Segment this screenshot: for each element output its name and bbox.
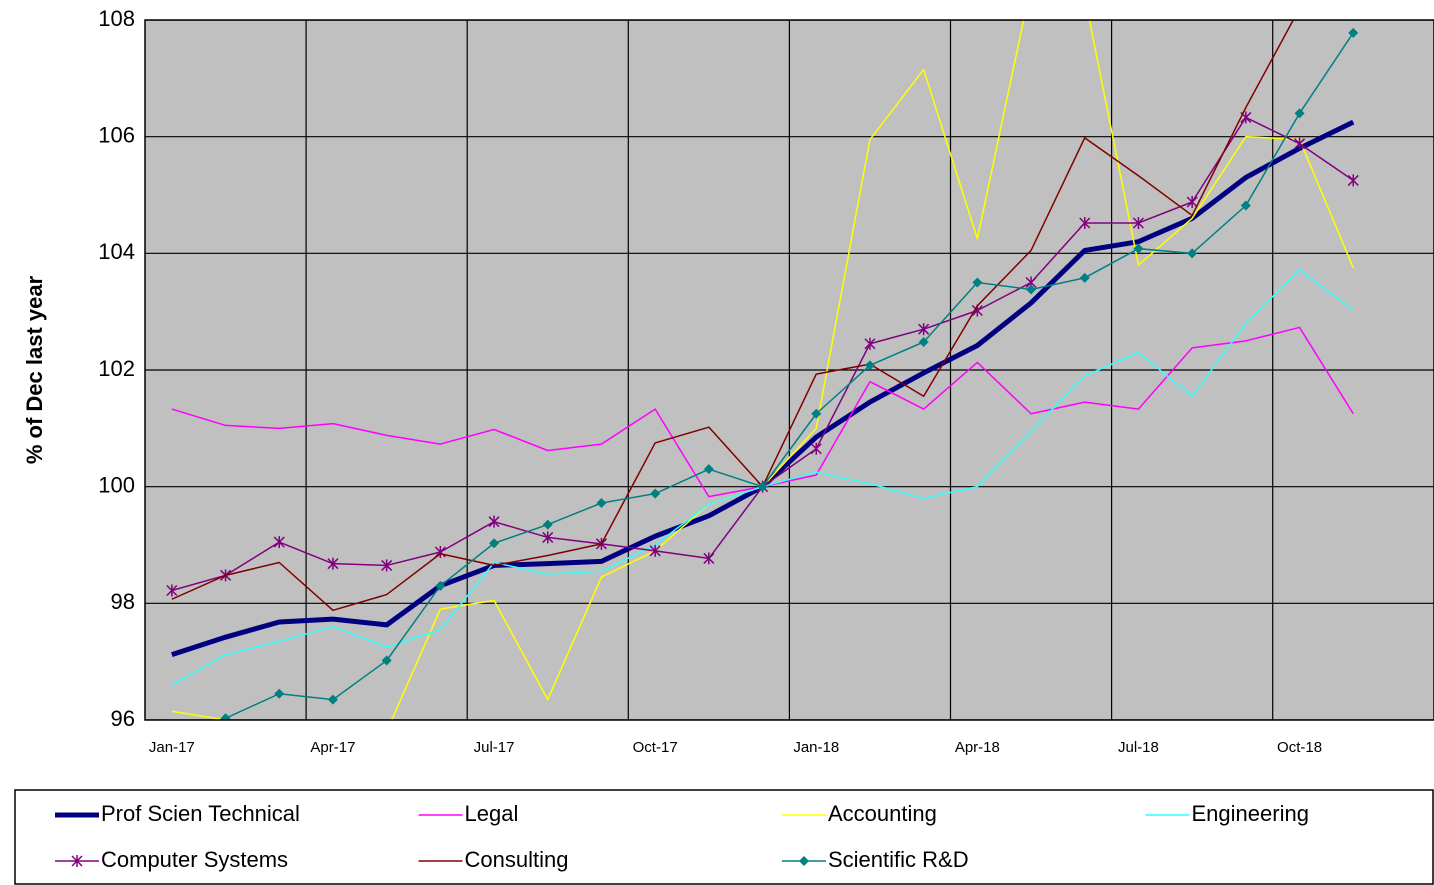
marker [918,337,929,347]
marker [1079,217,1091,229]
marker [274,688,285,699]
x-tick-label: Oct-18 [1277,739,1322,756]
legend-label: Legal [465,801,519,826]
marker [1240,200,1251,211]
marker [703,552,715,565]
marker [489,538,500,549]
marker [273,536,285,549]
marker [810,442,822,455]
x-tick-label: Jan-17 [149,739,195,756]
legend-label: Computer Systems [101,847,288,872]
y-axis-label: % of Dec last year [22,275,47,464]
legend-label: Accounting [828,801,937,826]
x-tick-label: Jul-17 [474,739,515,756]
legend-label: Consulting [465,847,569,872]
y-tick-label: 106 [98,122,135,147]
x-tick-label: Jan-18 [793,739,839,756]
marker [703,464,714,475]
marker [649,544,661,557]
marker [381,559,393,572]
marker [1186,196,1198,208]
y-tick-label: 104 [98,239,135,264]
marker [918,323,930,336]
marker [1348,27,1359,38]
marker [542,519,553,530]
marker [1187,248,1198,259]
marker [542,531,554,544]
marker [1132,217,1144,229]
y-tick-label: 96 [111,706,135,731]
plot-border [144,19,1434,721]
marker [1347,174,1359,187]
marker [1294,137,1306,150]
marker [435,580,446,591]
y-tick-label: 100 [98,472,135,497]
marker [596,498,607,508]
marker [166,584,178,597]
marker [327,694,338,705]
y-tick-label: 108 [98,6,135,31]
legend-label: Prof Scien Technical [101,801,300,826]
marker [757,481,768,492]
marker [327,557,339,570]
marker [864,337,876,350]
marker [381,655,392,666]
marker [71,855,83,867]
x-tick-label: Oct-17 [633,739,678,756]
marker [972,277,983,288]
marker [1026,284,1037,295]
legend-label: Engineering [1192,801,1309,826]
marker [220,713,231,720]
y-tick-label: 98 [111,589,135,614]
y-tick-label: 102 [98,356,135,381]
x-tick-label: Jul-18 [1118,739,1159,756]
marker [811,408,822,419]
marker [488,515,500,528]
marker [434,546,446,558]
marker [799,856,809,866]
marker [1294,108,1305,119]
x-tick-label: Apr-18 [955,739,1000,756]
marker [1133,243,1144,254]
marker [1079,272,1090,283]
legend [14,789,1434,885]
legend-label: Scientific R&D [828,847,969,872]
marker [864,360,875,371]
x-tick-label: Apr-17 [310,739,355,756]
plot [145,20,1434,720]
marker [650,488,661,499]
